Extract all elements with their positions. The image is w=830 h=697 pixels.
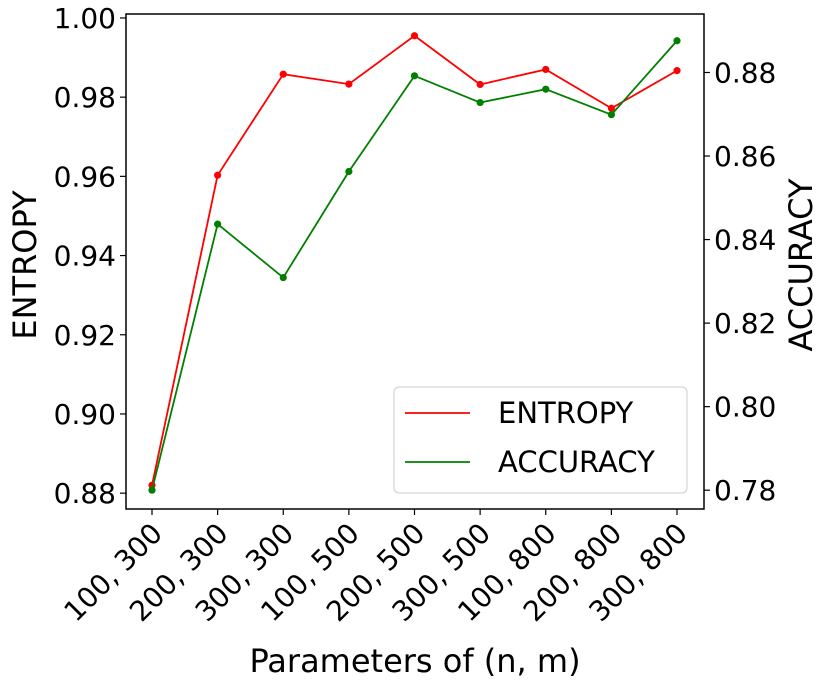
- left-tick-label: 0.94: [54, 240, 116, 273]
- data-point-accuracy: [410, 72, 419, 80]
- left-y-axis-label: ENTROPY: [6, 190, 44, 340]
- data-point-accuracy: [148, 486, 156, 494]
- data-point-entropy: [673, 67, 681, 75]
- x-axis-label: Parameters of (n, m): [249, 642, 580, 680]
- left-tick-label: 1.00: [54, 2, 116, 35]
- legend: ENTROPY ACCURACY: [393, 386, 688, 494]
- left-tick-label: 0.92: [54, 319, 116, 352]
- right-tick-label: 0.84: [714, 224, 776, 257]
- data-point-accuracy: [345, 167, 353, 176]
- data-point-entropy: [410, 32, 419, 40]
- data-point-entropy: [607, 104, 615, 112]
- data-point-entropy: [345, 80, 353, 88]
- legend-label-accuracy: ACCURACY: [498, 445, 655, 479]
- data-point-entropy: [476, 80, 484, 89]
- right-y-axis-label: ACCURACY: [782, 178, 820, 351]
- right-tick-label: 0.86: [714, 140, 776, 173]
- left-tick-label: 0.98: [54, 81, 116, 114]
- data-point-accuracy: [673, 37, 681, 45]
- data-point-accuracy: [279, 273, 287, 282]
- series-entropy: [148, 32, 681, 489]
- data-point-accuracy: [476, 98, 484, 107]
- left-tick-label: 0.90: [54, 398, 116, 431]
- right-tick-label: 0.80: [714, 391, 776, 424]
- series-accuracy: [148, 37, 681, 494]
- left-y-axis: 0.88 0.90 0.92 0.94 0.96 0.98 1.00: [54, 2, 126, 510]
- data-point-accuracy: [214, 220, 222, 228]
- series-layer: [148, 32, 681, 494]
- data-point-accuracy: [607, 111, 615, 119]
- data-point-accuracy: [542, 85, 550, 93]
- data-point-entropy: [279, 70, 287, 78]
- data-point-entropy: [542, 65, 550, 74]
- right-y-axis: 0.78 0.80 0.82 0.84 0.86 0.88: [704, 56, 776, 507]
- legend-label-entropy: ENTROPY: [498, 396, 634, 430]
- right-tick-label: 0.82: [714, 307, 776, 340]
- right-tick-label: 0.88: [714, 56, 776, 89]
- left-tick-label: 0.96: [54, 160, 116, 193]
- data-point-entropy: [214, 171, 222, 179]
- left-tick-label: 0.88: [54, 477, 116, 510]
- right-tick-label: 0.78: [714, 474, 776, 507]
